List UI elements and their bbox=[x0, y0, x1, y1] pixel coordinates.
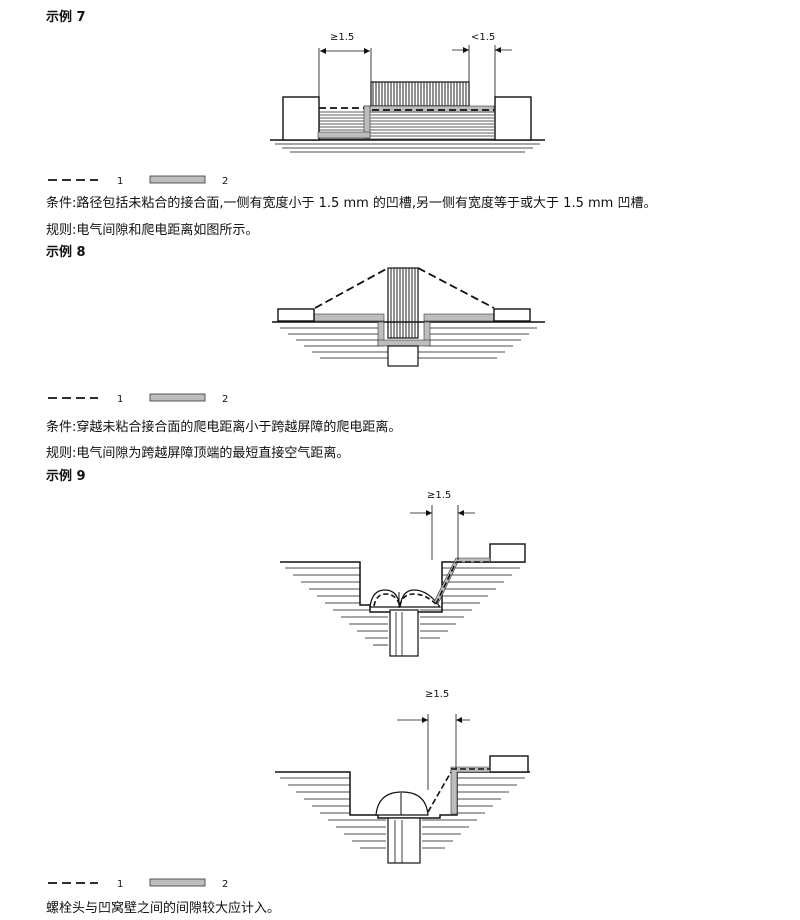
dim-label-ge: ≥1.5 bbox=[330, 32, 354, 43]
upper-part bbox=[370, 81, 470, 107]
terminal-block bbox=[489, 543, 526, 563]
example-9-heading: 示例 9 bbox=[46, 469, 86, 484]
example-9-figure-bottom: ≥1.5 1 2 bbox=[48, 689, 530, 890]
example-7-rule: 规则:电气间隙和爬电距离如图所示。 bbox=[46, 223, 259, 238]
example-8-rule: 规则:电气间隙为跨越屏障顶端的最短直接空气距离。 bbox=[46, 446, 350, 461]
example-7-heading: 示例 7 bbox=[46, 10, 86, 25]
dim-label-b: ≥1.5 bbox=[425, 689, 449, 700]
dim-label-lt: <1.5 bbox=[471, 32, 495, 43]
left-block bbox=[282, 96, 320, 141]
example-7-condition: 条件:路径包括未粘合的接合面,一侧有宽度小于 1.5 mm 的凹槽,另一侧有宽度… bbox=[46, 196, 657, 211]
screw-shank bbox=[389, 609, 419, 657]
example-8-heading: 示例 8 bbox=[46, 245, 86, 260]
base-ground-hatch bbox=[275, 143, 540, 153]
legend-creepage-bar bbox=[149, 175, 206, 184]
dim-label-a: ≥1.5 bbox=[427, 490, 451, 501]
example-9-note: 螺栓头与凹窝壁之间的间隙较大应计入。 bbox=[46, 901, 281, 916]
example-8-figure: 1 2 bbox=[48, 267, 545, 405]
barrier-foot bbox=[387, 345, 419, 367]
legend-label-1: 1 bbox=[117, 176, 123, 187]
legend-label-2: 2 bbox=[222, 176, 228, 187]
example-8-condition: 条件:穿越未粘合接合面的爬电距离小于跨越屏障的爬电距离。 bbox=[46, 420, 402, 435]
legend-label-1: 1 bbox=[117, 394, 123, 405]
legend-label-1: 1 bbox=[117, 879, 123, 890]
right-block bbox=[494, 96, 532, 141]
example-9-figure-top: ≥1.5 bbox=[280, 490, 526, 657]
example-7-figure: ≥1.5 <1.5 1 2 bbox=[48, 32, 545, 187]
legend-label-2: 2 bbox=[222, 879, 228, 890]
legend-label-2: 2 bbox=[222, 394, 228, 405]
barrier bbox=[387, 267, 419, 339]
